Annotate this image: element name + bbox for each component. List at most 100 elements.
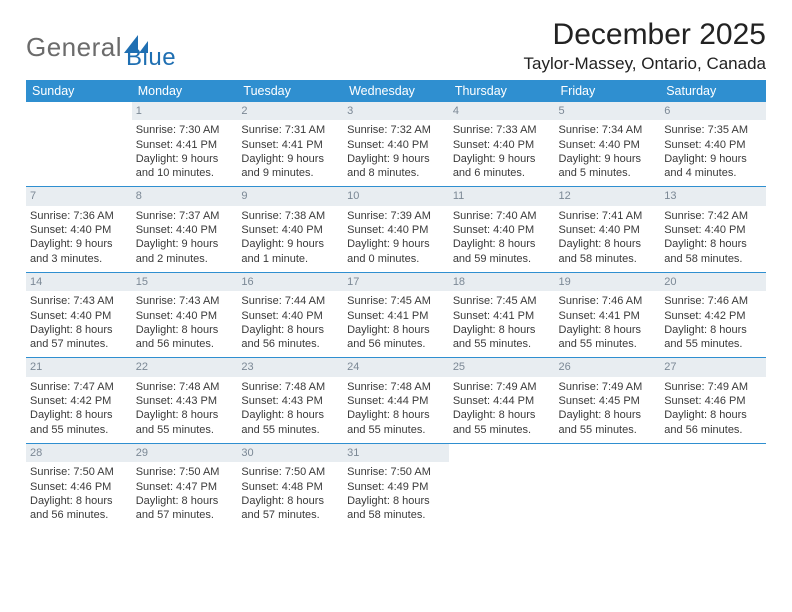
calendar-cell: 27 Sunrise: 7:49 AMSunset: 4:46 PMDayligh… [660, 358, 766, 443]
day-number: 5 [555, 102, 661, 120]
day-details: Sunrise: 7:32 AMSunset: 4:40 PMDaylight:… [347, 123, 445, 180]
day-details: Sunrise: 7:47 AMSunset: 4:42 PMDaylight:… [30, 380, 128, 437]
title-block: December 2025 Taylor-Massey, Ontario, Ca… [523, 18, 766, 74]
day-number: 10 [343, 187, 449, 205]
day-number: 30 [237, 444, 343, 462]
calendar-cell [26, 102, 132, 187]
day-number: 11 [449, 187, 555, 205]
calendar-cell: 2 Sunrise: 7:31 AMSunset: 4:41 PMDaylight… [237, 102, 343, 187]
calendar-cell [660, 444, 766, 528]
calendar-cell: 17Sunrise: 7:45 AMSunset: 4:41 PMDayligh… [343, 273, 449, 358]
calendar-cell: 15 Sunrise: 7:43 AMSunset: 4:40 PMDayligh… [132, 273, 238, 358]
day-details: Sunrise: 7:48 AMSunset: 4:43 PMDaylight:… [241, 380, 339, 437]
day-number: 12 [555, 187, 661, 205]
day-details: Sunrise: 7:45 AMSunset: 4:41 PMDaylight:… [453, 294, 551, 351]
calendar-cell: 13Sunrise: 7:42 AMSunset: 4:40 PMDayligh… [660, 187, 766, 272]
day-number: 23 [237, 358, 343, 376]
col-header: Tuesday [237, 80, 343, 102]
calendar-cell: 23 Sunrise: 7:48 AMSunset: 4:43 PMDayligh… [237, 358, 343, 443]
day-number: 28 [26, 444, 132, 462]
page-title: December 2025 [523, 18, 766, 52]
day-details: Sunrise: 7:50 AMSunset: 4:49 PMDaylight:… [347, 465, 445, 522]
day-details: Sunrise: 7:44 AMSunset: 4:40 PMDaylight:… [241, 294, 339, 351]
calendar-cell: 30Sunrise: 7:50 AMSunset: 4:48 PMDayligh… [237, 444, 343, 528]
logo-sail-icon [124, 35, 150, 55]
col-header: Saturday [660, 80, 766, 102]
day-details: Sunrise: 7:50 AMSunset: 4:46 PMDaylight:… [30, 465, 128, 522]
calendar-body: 1Sunrise: 7:30 AMSunset: 4:41 PMDaylight… [26, 102, 766, 528]
day-number: 29 [132, 444, 238, 462]
col-header: Friday [555, 80, 661, 102]
day-number: 3 [343, 102, 449, 120]
day-number: 25 [449, 358, 555, 376]
day-number: 24 [343, 358, 449, 376]
header: General Blue December 2025 Taylor-Massey… [26, 18, 766, 74]
day-number: 15 [132, 273, 238, 291]
calendar-cell: 14Sunrise: 7:43 AMSunset: 4:40 PMDayligh… [26, 273, 132, 358]
day-details: Sunrise: 7:35 AMSunset: 4:40 PMDaylight:… [664, 123, 762, 180]
day-number: 2 [237, 102, 343, 120]
day-details: Sunrise: 7:36 AMSunset: 4:40 PMDaylight:… [30, 209, 128, 266]
calendar-head: SundayMondayTuesdayWednesdayThursdayFrid… [26, 80, 766, 102]
col-header: Sunday [26, 80, 132, 102]
calendar-cell: 25 Sunrise: 7:49 AMSunset: 4:44 PMDayligh… [449, 358, 555, 443]
calendar-table: SundayMondayTuesdayWednesdayThursdayFrid… [26, 80, 766, 528]
day-number: 27 [660, 358, 766, 376]
day-number: 7 [26, 187, 132, 205]
day-details: Sunrise: 7:43 AMSunset: 4:40 PMDaylight:… [136, 294, 234, 351]
day-number: 19 [555, 273, 661, 291]
calendar-cell: 21 Sunrise: 7:47 AMSunset: 4:42 PMDayligh… [26, 358, 132, 443]
day-number: 8 [132, 187, 238, 205]
day-number: 20 [660, 273, 766, 291]
day-number: 4 [449, 102, 555, 120]
day-details: Sunrise: 7:33 AMSunset: 4:40 PMDaylight:… [453, 123, 551, 180]
col-header: Wednesday [343, 80, 449, 102]
day-number: 26 [555, 358, 661, 376]
day-details: Sunrise: 7:49 AMSunset: 4:45 PMDaylight:… [559, 380, 657, 437]
calendar-cell: 19 Sunrise: 7:46 AMSunset: 4:41 PMDayligh… [555, 273, 661, 358]
day-number: 14 [26, 273, 132, 291]
day-number: 31 [343, 444, 449, 462]
calendar-cell: 12 Sunrise: 7:41 AMSunset: 4:40 PMDayligh… [555, 187, 661, 272]
calendar-week: 14Sunrise: 7:43 AMSunset: 4:40 PMDayligh… [26, 273, 766, 358]
calendar-cell: 8Sunrise: 7:37 AMSunset: 4:40 PMDaylight… [132, 187, 238, 272]
calendar-cell [449, 444, 555, 528]
day-details: Sunrise: 7:49 AMSunset: 4:44 PMDaylight:… [453, 380, 551, 437]
location-subtitle: Taylor-Massey, Ontario, Canada [523, 54, 766, 74]
calendar-cell: 20 Sunrise: 7:46 AMSunset: 4:42 PMDayligh… [660, 273, 766, 358]
day-details: Sunrise: 7:48 AMSunset: 4:43 PMDaylight:… [136, 380, 234, 437]
day-details: Sunrise: 7:38 AMSunset: 4:40 PMDaylight:… [241, 209, 339, 266]
day-details: Sunrise: 7:49 AMSunset: 4:46 PMDaylight:… [664, 380, 762, 437]
calendar-cell: 26 Sunrise: 7:49 AMSunset: 4:45 PMDayligh… [555, 358, 661, 443]
day-number: 21 [26, 358, 132, 376]
calendar-cell: 9 Sunrise: 7:38 AMSunset: 4:40 PMDaylight… [237, 187, 343, 272]
day-number: 17 [343, 273, 449, 291]
day-details: Sunrise: 7:48 AMSunset: 4:44 PMDaylight:… [347, 380, 445, 437]
day-details: Sunrise: 7:39 AMSunset: 4:40 PMDaylight:… [347, 209, 445, 266]
day-details: Sunrise: 7:46 AMSunset: 4:41 PMDaylight:… [559, 294, 657, 351]
calendar-cell: 10 Sunrise: 7:39 AMSunset: 4:40 PMDayligh… [343, 187, 449, 272]
day-number: 1 [132, 102, 238, 120]
calendar-cell: 5Sunrise: 7:34 AMSunset: 4:40 PMDaylight… [555, 102, 661, 187]
day-number: 6 [660, 102, 766, 120]
day-details: Sunrise: 7:31 AMSunset: 4:41 PMDaylight:… [241, 123, 339, 180]
calendar-week: 28 Sunrise: 7:50 AMSunset: 4:46 PMDayligh… [26, 444, 766, 528]
day-details: Sunrise: 7:41 AMSunset: 4:40 PMDaylight:… [559, 209, 657, 266]
logo-word1: General [26, 32, 122, 63]
calendar-cell: 11 Sunrise: 7:40 AMSunset: 4:40 PMDayligh… [449, 187, 555, 272]
day-number: 18 [449, 273, 555, 291]
day-details: Sunrise: 7:46 AMSunset: 4:42 PMDaylight:… [664, 294, 762, 351]
col-header: Monday [132, 80, 238, 102]
logo: General Blue [26, 18, 176, 72]
day-details: Sunrise: 7:40 AMSunset: 4:40 PMDaylight:… [453, 209, 551, 266]
calendar-cell: 6 Sunrise: 7:35 AMSunset: 4:40 PMDaylight… [660, 102, 766, 187]
calendar-cell: 3 Sunrise: 7:32 AMSunset: 4:40 PMDaylight… [343, 102, 449, 187]
calendar-cell: 4 Sunrise: 7:33 AMSunset: 4:40 PMDaylight… [449, 102, 555, 187]
calendar-cell: 29Sunrise: 7:50 AMSunset: 4:47 PMDayligh… [132, 444, 238, 528]
day-number: 9 [237, 187, 343, 205]
day-number: 13 [660, 187, 766, 205]
calendar-cell: 18 Sunrise: 7:45 AMSunset: 4:41 PMDayligh… [449, 273, 555, 358]
calendar-week: 21 Sunrise: 7:47 AMSunset: 4:42 PMDayligh… [26, 358, 766, 443]
calendar-cell: 1Sunrise: 7:30 AMSunset: 4:41 PMDaylight… [132, 102, 238, 187]
day-number: 16 [237, 273, 343, 291]
